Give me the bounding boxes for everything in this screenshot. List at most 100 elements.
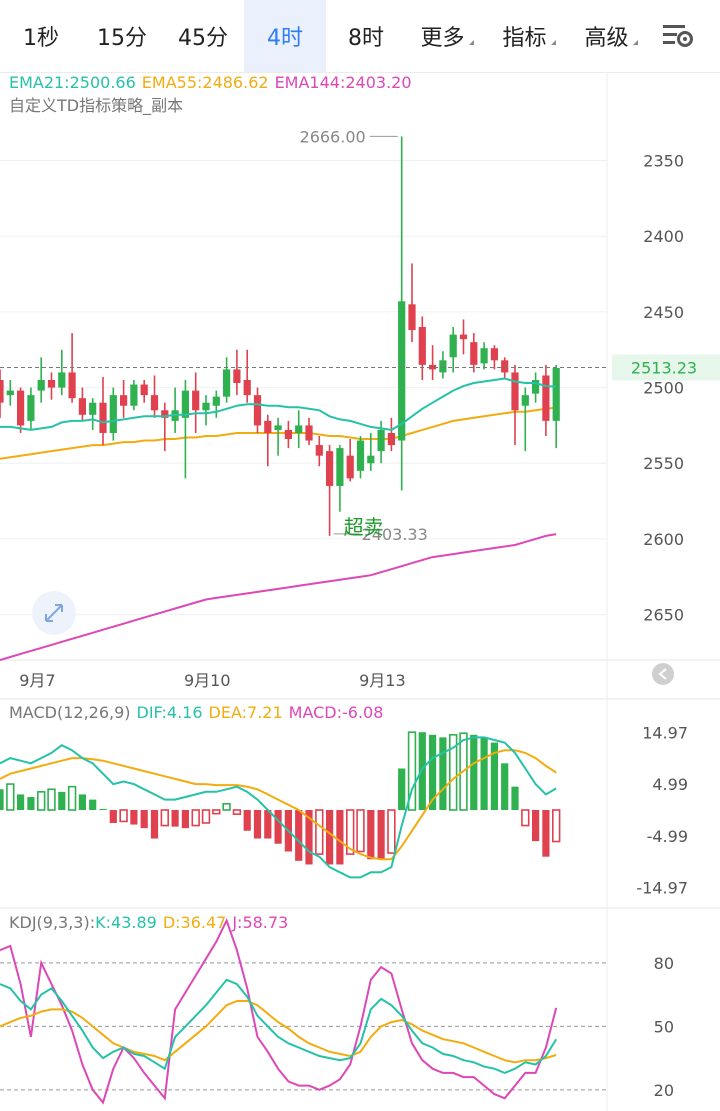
candle-body bbox=[387, 432, 395, 446]
candle-body bbox=[429, 364, 437, 370]
macd-bar bbox=[89, 799, 97, 810]
period-tab-bar: 1秒 15分 45分 4时 8时 更多 指标 高级 bbox=[0, 0, 720, 73]
macd-bar bbox=[150, 810, 159, 839]
kdj-y-tick: 80 bbox=[654, 954, 674, 973]
tab-label: 更多 bbox=[420, 26, 465, 51]
candle-body bbox=[346, 455, 354, 479]
candle-body bbox=[27, 395, 35, 421]
macd-bar bbox=[253, 810, 262, 839]
tab-7[interactable]: 高级 bbox=[570, 0, 652, 72]
macd-bar bbox=[511, 786, 519, 810]
candle-body bbox=[501, 360, 509, 373]
candle-body bbox=[78, 398, 86, 415]
tab-label: 8时 bbox=[348, 26, 384, 51]
candle-body bbox=[367, 455, 375, 464]
x-axis-label: 9月7 bbox=[19, 671, 55, 690]
candle-body bbox=[470, 342, 478, 365]
macd-bar bbox=[17, 794, 25, 810]
candle-body bbox=[109, 395, 117, 433]
macd-bar bbox=[542, 810, 550, 857]
candle-body bbox=[295, 425, 303, 433]
k-label: K:43.89 bbox=[95, 913, 157, 932]
candle-body bbox=[480, 348, 488, 364]
macd-bar bbox=[160, 809, 169, 827]
dif-line bbox=[0, 736, 557, 879]
ema144-line bbox=[0, 533, 557, 661]
candle-body bbox=[284, 429, 292, 440]
candle-body bbox=[243, 380, 251, 396]
macd-bar bbox=[222, 802, 231, 811]
oversold-signal-label: 超卖 bbox=[344, 515, 384, 539]
expand-arrows-icon[interactable] bbox=[32, 591, 76, 635]
macd-bar bbox=[429, 734, 437, 810]
macd-bar bbox=[6, 783, 15, 811]
last-price-tag bbox=[612, 354, 720, 381]
candle-body bbox=[377, 429, 385, 452]
dea-label: DEA:7.21 bbox=[209, 703, 283, 722]
tab-1[interactable]: 15分 bbox=[82, 0, 162, 72]
tab-4[interactable]: 8时 bbox=[326, 0, 406, 72]
macd-bar bbox=[532, 810, 540, 842]
macd-bar bbox=[243, 810, 251, 831]
macd-bar bbox=[191, 809, 200, 827]
candle-body bbox=[336, 448, 344, 486]
chart-area: 2650 2600 2550 2500 2450 2400 2350 2513.23 2666.… bbox=[0, 72, 720, 1111]
macd-bar bbox=[36, 791, 46, 811]
tab-5[interactable]: 更多 bbox=[406, 0, 488, 72]
j-line bbox=[0, 918, 558, 1105]
tab-label: 指标 bbox=[502, 26, 547, 51]
macd-value-label: MACD:-6.08 bbox=[289, 703, 384, 722]
macd-bar bbox=[501, 763, 509, 810]
tab-2[interactable]: 45分 bbox=[162, 0, 244, 72]
kdj-name: KDJ(9,3,3): bbox=[9, 913, 95, 932]
y-tick-label: 2450 bbox=[643, 303, 684, 322]
collapse-chevron-glyph bbox=[658, 668, 667, 680]
candle-body bbox=[99, 402, 107, 433]
x-axis-label: 9月13 bbox=[359, 671, 406, 690]
macd-bar bbox=[367, 810, 375, 860]
macd-bar bbox=[109, 810, 117, 823]
macd-bar bbox=[418, 732, 426, 810]
candle-body bbox=[418, 327, 426, 365]
ema21-line bbox=[0, 377, 557, 431]
candle-body bbox=[89, 402, 97, 415]
tab-label: 高级 bbox=[584, 26, 629, 51]
tab-0[interactable]: 1秒 bbox=[0, 0, 82, 72]
tab-6[interactable]: 指标 bbox=[488, 0, 570, 72]
d-line bbox=[0, 1000, 557, 1064]
macd-y-tick: -14.97 bbox=[636, 879, 688, 898]
candle-body bbox=[192, 390, 200, 411]
candle-body bbox=[408, 304, 416, 331]
y-tick-label: 2600 bbox=[643, 530, 684, 549]
candle-body bbox=[17, 390, 25, 426]
chart-settings-icon[interactable] bbox=[652, 0, 704, 72]
y-tick-label: 2650 bbox=[643, 606, 684, 625]
macd-bar bbox=[67, 785, 77, 811]
ema55-label: EMA55:2486.62 bbox=[142, 73, 269, 92]
candle-body bbox=[223, 369, 231, 397]
tab-3[interactable]: 4时 bbox=[244, 0, 326, 72]
dif-label: DIF:4.16 bbox=[137, 703, 203, 722]
macd-bar bbox=[58, 791, 66, 810]
candle-body bbox=[6, 390, 14, 396]
expand-arrows-glyph bbox=[45, 604, 63, 622]
candle-body bbox=[532, 380, 540, 394]
tab-label: 45分 bbox=[178, 26, 228, 51]
collapse-left-icon[interactable] bbox=[652, 663, 674, 685]
ema144-label: EMA144:2403.20 bbox=[275, 73, 412, 92]
dropdown-arrow-icon bbox=[632, 39, 638, 45]
candle-body bbox=[449, 334, 457, 358]
candle-body bbox=[150, 395, 159, 411]
candle-body bbox=[305, 425, 313, 441]
candle-body bbox=[0, 380, 4, 403]
dea-line bbox=[0, 749, 557, 861]
y-tick-label: 2350 bbox=[643, 152, 684, 171]
candle-body bbox=[202, 402, 210, 411]
kdj-y-tick: 20 bbox=[654, 1081, 674, 1100]
macd-bar bbox=[274, 810, 282, 844]
candle-body bbox=[274, 425, 282, 430]
macd-bar bbox=[201, 809, 211, 824]
kdj-legend: KDJ(9,3,3):K:43.89 D:36.47 J:58.73 bbox=[9, 913, 288, 932]
candle-body bbox=[120, 395, 128, 406]
candle-body bbox=[233, 369, 241, 384]
